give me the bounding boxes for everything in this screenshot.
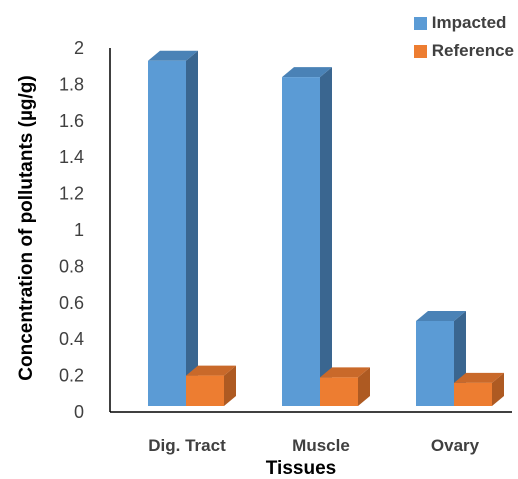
bar-front-face	[186, 375, 224, 406]
y-tick-label: 1	[74, 220, 84, 240]
legend-item-impacted: Impacted	[413, 9, 514, 37]
bar-reference-1	[320, 367, 370, 406]
y-tick-label: 0.8	[59, 256, 84, 276]
bar-front-face	[148, 60, 186, 407]
bar-reference-2	[454, 372, 504, 406]
bar-side-face	[492, 372, 504, 406]
bars	[148, 50, 504, 407]
x-tick-label: Dig. Tract	[148, 436, 226, 455]
bar-front-face	[282, 77, 320, 407]
legend-item-reference: Reference	[413, 37, 514, 65]
x-axis-ticks: Dig. Tract Muscle Ovary	[148, 436, 479, 455]
bar-side-face	[224, 365, 236, 406]
bar-side-face	[186, 50, 198, 407]
legend-swatch-impacted	[413, 16, 427, 30]
y-tick-label: 0	[74, 402, 84, 422]
bar-front-face	[454, 382, 492, 406]
bar-front-face	[416, 321, 454, 406]
x-axis-label: Tissues	[266, 458, 336, 479]
x-tick-label: Muscle	[292, 436, 350, 455]
bar-top-face	[416, 311, 466, 321]
legend-swatch-reference	[413, 44, 427, 58]
legend-label-impacted: Impacted	[431, 13, 507, 32]
y-tick-label: 1.8	[59, 74, 84, 94]
bar-top-face	[282, 67, 332, 78]
bar-top-face	[454, 372, 504, 383]
y-tick-label: 2	[74, 38, 84, 58]
y-axis-label: Concentration of pollutants (µg/g)	[16, 75, 37, 380]
y-tick-label: 1.6	[59, 111, 84, 131]
y-tick-label: 1.2	[59, 184, 84, 204]
y-tick-label: 1.4	[59, 147, 84, 167]
bar-side-face	[358, 367, 370, 406]
bar-side-face	[320, 67, 332, 407]
legend: Impacted Reference	[413, 9, 514, 65]
bar-impacted-1	[282, 67, 332, 407]
y-tick-label: 0.4	[59, 329, 84, 349]
bar-top-face	[320, 367, 370, 378]
x-tick-label: Ovary	[431, 436, 480, 455]
legend-label-reference: Reference	[431, 41, 514, 60]
bar-front-face	[320, 377, 358, 406]
bar-impacted-0	[148, 50, 198, 407]
bar-top-face	[148, 50, 198, 61]
bar-reference-0	[186, 365, 236, 406]
y-axis-ticks: 0 0.2 0.4 0.6 0.8 1 1.2 1.4 1.6 1.8 2	[59, 38, 84, 422]
y-tick-label: 0.2	[59, 366, 84, 386]
y-tick-label: 0.6	[59, 293, 84, 313]
bar-top-face	[186, 365, 236, 376]
